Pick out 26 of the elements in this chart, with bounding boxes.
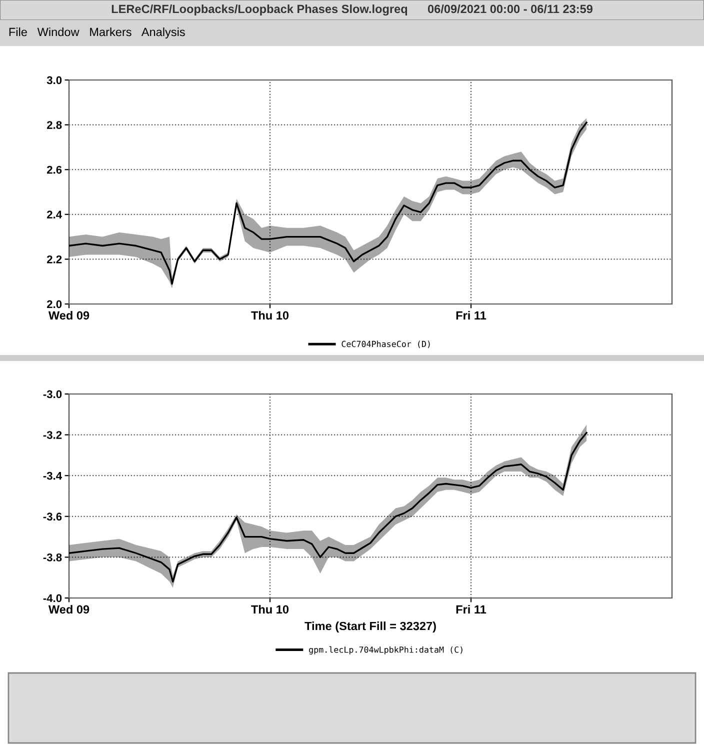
y-tick-label: 2.8	[46, 121, 62, 129]
y-tick-label: -3.2	[43, 431, 62, 439]
text: File	[9, 28, 27, 36]
x-tick-label: Fri 11	[456, 310, 486, 320]
y-tick-label: 2.6	[46, 166, 62, 174]
legend-label: gpm.lecLp.704wLpbkPhi:dataM (C)	[309, 646, 462, 654]
y-tick-label: -4.0	[43, 594, 62, 602]
x-tick-label: Thu 10	[251, 310, 289, 320]
x-tick-label: Wed 09	[48, 604, 90, 614]
y-tick-label: -3.6	[43, 512, 62, 521]
y-tick-label: -3.4	[43, 472, 62, 480]
x-tick-label: Wed 09	[48, 310, 90, 320]
y-tick-label: 2.4	[46, 210, 62, 218]
text: Markers	[90, 28, 132, 36]
text: Window	[37, 28, 80, 36]
x-tick-label: Fri 11	[456, 604, 486, 614]
legend-label: CeC704PhaseCor (D)	[342, 340, 430, 348]
chart-title: LEReC/RF/Loopbacks/Loopback Phases Slow.logreq 06/09/2021 00:00 - 06/11 23:59	[112, 4, 592, 16]
x-tick-label: Thu 10	[251, 604, 289, 614]
y-tick-label: 2.2	[46, 255, 62, 264]
y-tick-label: 3.0	[46, 76, 62, 84]
x-axis-title: Time (Start Fill = 32327)	[304, 622, 436, 633]
y-tick-label: -3.0	[43, 390, 62, 398]
y-tick-label: -3.8	[43, 553, 62, 562]
y-tick-label: 2.0	[46, 300, 62, 308]
text: Analysis	[141, 28, 185, 38]
